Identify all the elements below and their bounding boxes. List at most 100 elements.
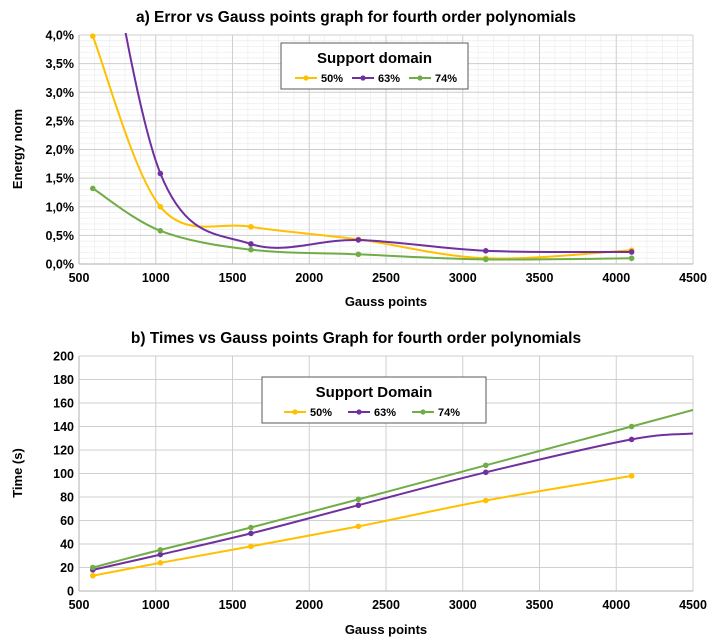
a-data-point xyxy=(248,246,254,253)
a-y-tick-label: 3,0% xyxy=(46,86,75,100)
b-data-point xyxy=(628,423,635,430)
a-data-point xyxy=(355,237,362,243)
chart-b-title: b) Times vs Gauss points Graph for fourt… xyxy=(131,330,581,347)
b-x-tick-label: 3500 xyxy=(526,598,554,612)
chart-a-title: a) Error vs Gauss points graph for fourt… xyxy=(136,9,576,26)
b-legend-box xyxy=(261,376,487,424)
b-series-line-50pct xyxy=(92,474,632,577)
a-x-tick-label: 1000 xyxy=(142,271,170,285)
chart-a-series xyxy=(90,33,635,263)
a-data-point xyxy=(90,185,96,192)
b-x-tick-label: 1500 xyxy=(219,598,247,612)
b-series-line-74pct xyxy=(92,409,693,569)
chart-b-legend: Support Domain 50% 63% 74% xyxy=(261,376,487,424)
a-y-tick-label: 4,0% xyxy=(46,29,75,43)
a-legend-marker xyxy=(417,75,423,81)
a-legend-label: 63% xyxy=(378,73,400,85)
b-data-point xyxy=(157,547,164,553)
a-series-line-50pct xyxy=(91,35,632,260)
b-data-point xyxy=(157,560,164,566)
b-legend-label: 63% xyxy=(374,407,396,419)
a-legend-title: Support domain xyxy=(317,50,432,67)
b-data-point xyxy=(248,543,254,550)
chart-a-axes xyxy=(78,35,693,265)
b-x-tick-label: 4000 xyxy=(602,598,630,612)
b-legend-marker xyxy=(356,409,362,415)
b-data-point xyxy=(628,473,635,479)
b-data-point xyxy=(248,530,254,537)
a-x-tick-label: 3000 xyxy=(449,271,477,285)
b-x-tick-label: 3000 xyxy=(449,598,477,612)
a-data-point xyxy=(90,33,96,39)
chart-a-tick-labels: 500 1000 1500 2000 2500 3000 3500 4000 4500 0,0% 0… xyxy=(46,29,707,286)
a-legend-label: 50% xyxy=(321,73,343,85)
a-legend-marker xyxy=(360,75,366,81)
b-data-point xyxy=(90,572,96,579)
a-x-tick-label: 4500 xyxy=(679,271,707,285)
b-y-tick-label: 140 xyxy=(53,420,74,434)
b-data-point xyxy=(355,502,362,509)
b-y-tick-label: 60 xyxy=(60,514,74,528)
chart-b-y-axis-label: Time (s) xyxy=(10,448,25,498)
b-y-tick-label: 120 xyxy=(53,444,74,458)
b-data-point xyxy=(482,469,489,476)
b-y-tick-label: 100 xyxy=(53,467,74,481)
a-y-tick-label: 1,0% xyxy=(46,200,75,214)
a-x-tick-label: 3500 xyxy=(526,271,554,285)
b-series-line-63pct xyxy=(92,432,693,571)
b-y-tick-label: 0 xyxy=(67,585,74,599)
a-y-tick-label: 0,5% xyxy=(46,229,75,243)
chart-b-series xyxy=(90,409,693,579)
a-x-tick-label: 1500 xyxy=(219,271,247,285)
chart-a: a) Error vs Gauss points graph for fourt… xyxy=(10,9,707,309)
b-data-point xyxy=(90,564,96,571)
b-data-point xyxy=(355,496,362,503)
b-data-point xyxy=(482,497,489,504)
b-x-tick-label: 2000 xyxy=(295,598,323,612)
b-legend-marker xyxy=(420,409,426,415)
b-x-tick-label: 1000 xyxy=(142,598,170,612)
a-data-point xyxy=(157,203,164,210)
b-data-point xyxy=(157,551,164,558)
b-x-tick-label: 500 xyxy=(69,598,90,612)
a-data-point xyxy=(628,255,635,262)
chart-a-x-axis-label: Gauss points xyxy=(345,294,427,309)
chart-b-axes xyxy=(78,356,693,592)
b-data-point xyxy=(482,462,489,469)
a-data-point xyxy=(248,241,254,247)
a-data-point xyxy=(355,251,362,258)
b-data-point xyxy=(248,524,254,531)
chart-b: b) Times vs Gauss points Graph for fourt… xyxy=(10,330,707,637)
b-x-tick-label: 4500 xyxy=(679,598,707,612)
b-x-tick-label: 2500 xyxy=(372,598,400,612)
b-y-tick-label: 180 xyxy=(53,373,74,387)
a-data-point xyxy=(482,248,489,254)
b-y-tick-label: 40 xyxy=(60,538,74,552)
b-legend-label: 74% xyxy=(438,407,460,419)
b-data-point xyxy=(355,523,362,530)
a-y-tick-label: 1,5% xyxy=(46,172,75,186)
a-series-line-63pct xyxy=(124,33,632,254)
a-x-tick-label: 2000 xyxy=(295,271,323,285)
a-legend-box xyxy=(280,42,469,90)
a-y-tick-label: 2,5% xyxy=(46,114,75,128)
chart-a-y-axis-label: Energy norm xyxy=(10,109,25,189)
a-data-point xyxy=(628,249,635,255)
a-x-tick-label: 4000 xyxy=(602,271,630,285)
b-y-tick-label: 160 xyxy=(53,397,74,411)
a-y-tick-label: 0,0% xyxy=(46,258,75,272)
a-data-point xyxy=(248,223,254,230)
a-y-tick-label: 2,0% xyxy=(46,143,75,157)
b-data-point xyxy=(628,436,635,443)
a-data-point xyxy=(157,227,164,234)
b-legend-label: 50% xyxy=(310,407,332,419)
b-y-tick-label: 80 xyxy=(60,491,74,505)
a-x-tick-label: 2500 xyxy=(372,271,400,285)
b-legend-title: Support Domain xyxy=(316,384,433,401)
a-legend-label: 74% xyxy=(435,73,457,85)
a-data-point xyxy=(157,170,164,177)
a-x-tick-label: 500 xyxy=(69,271,90,285)
b-legend-marker xyxy=(292,409,298,415)
b-y-tick-label: 200 xyxy=(53,350,74,364)
